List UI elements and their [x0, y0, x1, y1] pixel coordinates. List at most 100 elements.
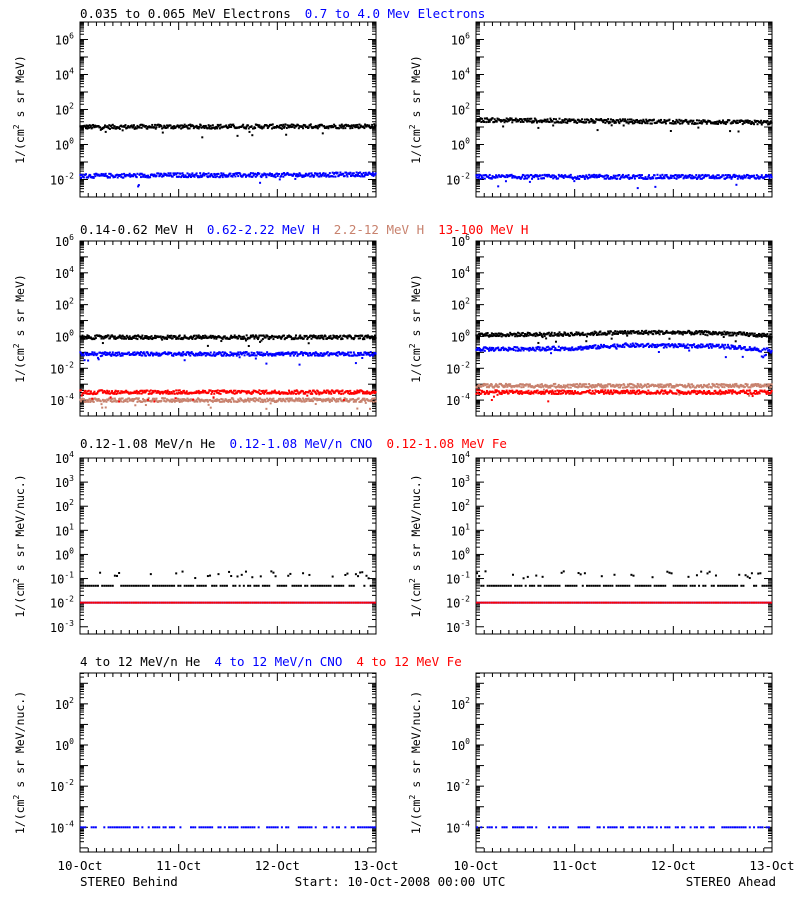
data-point — [560, 174, 563, 177]
data-point — [92, 176, 95, 179]
data-point — [199, 124, 202, 127]
data-point — [356, 123, 359, 126]
plot-frame — [79, 21, 377, 198]
data-point — [115, 393, 118, 396]
data-point — [649, 122, 652, 125]
data-point — [332, 126, 335, 129]
data-point — [369, 354, 372, 357]
data-point — [370, 399, 373, 402]
data-point — [652, 333, 655, 336]
data-point — [242, 337, 245, 340]
data-point — [717, 122, 720, 125]
data-point — [704, 173, 707, 176]
data-point — [731, 334, 734, 337]
data-point — [149, 392, 152, 395]
data-point — [278, 335, 281, 338]
data-point — [230, 400, 233, 403]
data-point — [554, 175, 557, 178]
data-point — [323, 125, 326, 128]
data-point — [698, 175, 701, 178]
data-point — [205, 335, 208, 338]
data-point — [261, 390, 264, 393]
data-point — [545, 337, 548, 340]
data-point — [351, 127, 354, 130]
data-point — [179, 172, 182, 175]
data-point — [290, 397, 293, 400]
data-point — [768, 335, 771, 338]
data-point — [147, 398, 150, 401]
data-point — [736, 122, 739, 125]
data-point — [113, 397, 116, 400]
data-point — [295, 174, 298, 177]
data-point — [137, 351, 140, 354]
data-point — [182, 399, 185, 402]
data-point — [215, 400, 218, 403]
data-point — [371, 123, 374, 126]
data-point — [762, 121, 765, 124]
data-point — [361, 175, 364, 178]
data-point — [637, 121, 640, 124]
data-point — [366, 351, 369, 354]
data-point — [111, 174, 114, 177]
data-point — [291, 391, 294, 394]
data-point — [327, 390, 330, 393]
data-point — [484, 334, 487, 337]
data-point — [306, 336, 309, 339]
data-point — [672, 174, 675, 177]
data-point — [652, 177, 655, 180]
data-point — [720, 175, 723, 178]
data-point — [617, 121, 620, 124]
data-point — [216, 391, 219, 394]
data-point — [309, 400, 312, 403]
data-point — [158, 174, 161, 177]
data-point — [79, 398, 82, 401]
data-point — [628, 331, 631, 334]
data-point — [209, 399, 212, 402]
series-points — [475, 342, 773, 359]
data-point — [148, 390, 151, 393]
data-point — [347, 335, 350, 338]
data-point — [636, 118, 639, 121]
data-point — [140, 392, 143, 395]
data-point — [118, 353, 121, 356]
data-point — [334, 175, 337, 178]
data-point — [656, 330, 659, 333]
data-point — [167, 351, 170, 354]
data-point — [344, 127, 347, 130]
data-point — [314, 126, 317, 129]
data-point — [265, 389, 268, 392]
data-point — [704, 333, 707, 336]
data-point — [346, 337, 349, 340]
data-point — [482, 119, 485, 122]
data-point — [252, 397, 255, 400]
data-point — [762, 334, 765, 337]
data-point — [712, 122, 715, 125]
data-point — [488, 349, 491, 352]
data-point — [232, 392, 235, 395]
data-point — [552, 174, 555, 177]
data-point — [535, 121, 538, 124]
data-point — [280, 353, 283, 356]
y-tick-label: 100 — [451, 328, 470, 344]
data-point — [209, 406, 212, 409]
data-point — [93, 351, 96, 354]
data-point — [544, 119, 547, 122]
data-point — [632, 174, 635, 177]
data-point — [108, 351, 111, 354]
data-point — [525, 335, 528, 338]
data-point — [373, 390, 376, 393]
data-point — [154, 123, 157, 126]
data-point — [147, 352, 150, 355]
data-point — [316, 127, 319, 130]
data-point — [169, 400, 172, 403]
data-point — [187, 124, 190, 127]
data-point — [505, 117, 508, 120]
data-point — [357, 126, 360, 129]
data-point — [705, 120, 708, 123]
data-point — [763, 334, 766, 337]
data-point — [317, 124, 320, 127]
data-point — [360, 172, 363, 175]
data-point — [174, 352, 177, 355]
data-point — [215, 337, 218, 340]
data-point — [553, 332, 556, 335]
